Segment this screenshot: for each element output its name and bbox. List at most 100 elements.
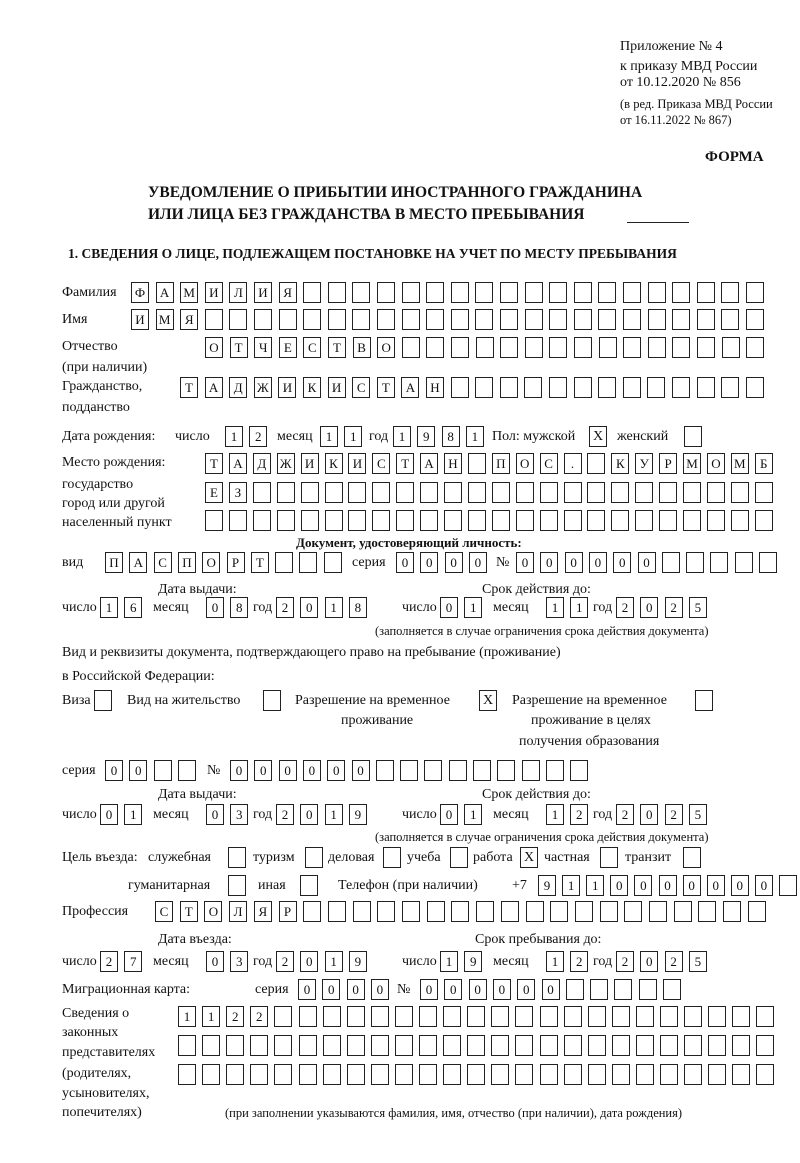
char-box[interactable] bbox=[500, 282, 518, 303]
char-box[interactable] bbox=[611, 1064, 630, 1085]
char-box[interactable] bbox=[721, 337, 740, 358]
char-box[interactable] bbox=[563, 510, 582, 531]
char-box[interactable]: П bbox=[491, 453, 510, 474]
char-box[interactable]: 0 bbox=[658, 875, 677, 896]
char-box[interactable]: Т bbox=[179, 901, 198, 922]
char-box[interactable] bbox=[444, 510, 462, 531]
char-box[interactable]: 0 bbox=[444, 552, 463, 573]
char-box[interactable]: 0 bbox=[100, 804, 118, 825]
char-box[interactable] bbox=[746, 282, 764, 303]
char-box[interactable]: 2 bbox=[250, 1006, 269, 1027]
char-box[interactable]: С bbox=[303, 337, 322, 358]
char-box[interactable] bbox=[228, 510, 247, 531]
char-box[interactable] bbox=[450, 377, 469, 398]
char-box[interactable] bbox=[756, 1064, 775, 1085]
sex-female-checkbox[interactable] bbox=[684, 426, 702, 447]
char-box[interactable] bbox=[683, 510, 701, 531]
char-box[interactable]: 5 bbox=[688, 597, 707, 618]
char-box[interactable] bbox=[745, 377, 764, 398]
char-box[interactable] bbox=[205, 510, 223, 531]
char-box[interactable] bbox=[322, 1035, 341, 1056]
char-box[interactable] bbox=[515, 1006, 534, 1027]
char-box[interactable] bbox=[448, 760, 467, 781]
char-box[interactable] bbox=[732, 1035, 751, 1056]
char-box[interactable] bbox=[153, 760, 172, 781]
char-box[interactable]: М bbox=[730, 453, 749, 474]
char-box[interactable]: 8 bbox=[441, 426, 460, 447]
char-box[interactable]: 1 bbox=[225, 426, 243, 447]
char-box[interactable]: 1 bbox=[586, 875, 605, 896]
char-box[interactable] bbox=[563, 1035, 582, 1056]
char-box[interactable] bbox=[298, 1006, 317, 1027]
char-box[interactable]: И bbox=[327, 377, 346, 398]
char-box[interactable] bbox=[515, 510, 534, 531]
char-box[interactable] bbox=[672, 337, 691, 358]
char-box[interactable] bbox=[327, 901, 346, 922]
char-box[interactable] bbox=[346, 1035, 365, 1056]
char-box[interactable] bbox=[372, 482, 391, 503]
purpose-humanitarian-checkbox[interactable] bbox=[228, 875, 246, 896]
char-box[interactable] bbox=[747, 901, 766, 922]
char-box[interactable]: И bbox=[254, 282, 272, 303]
char-box[interactable]: 2 bbox=[249, 426, 268, 447]
char-box[interactable]: 2 bbox=[276, 804, 294, 825]
char-box[interactable]: 5 bbox=[688, 951, 707, 972]
char-box[interactable] bbox=[721, 282, 740, 303]
char-box[interactable]: Б bbox=[754, 453, 773, 474]
char-box[interactable]: 0 bbox=[322, 979, 341, 1000]
char-box[interactable]: И bbox=[348, 453, 367, 474]
char-box[interactable]: 0 bbox=[637, 552, 656, 573]
char-box[interactable] bbox=[400, 760, 419, 781]
char-box[interactable] bbox=[226, 1064, 245, 1085]
char-box[interactable] bbox=[299, 552, 318, 573]
char-box[interactable] bbox=[635, 1006, 654, 1027]
char-box[interactable] bbox=[684, 1006, 703, 1027]
char-box[interactable]: Л bbox=[229, 282, 248, 303]
char-box[interactable] bbox=[524, 377, 543, 398]
char-box[interactable]: 0 bbox=[440, 597, 458, 618]
char-box[interactable] bbox=[686, 552, 705, 573]
char-box[interactable] bbox=[697, 337, 715, 358]
char-box[interactable] bbox=[377, 901, 396, 922]
char-box[interactable]: Т bbox=[376, 377, 395, 398]
char-box[interactable] bbox=[177, 760, 196, 781]
char-box[interactable]: 0 bbox=[516, 552, 534, 573]
char-box[interactable] bbox=[451, 337, 469, 358]
char-box[interactable]: А bbox=[420, 453, 439, 474]
char-box[interactable] bbox=[708, 1064, 727, 1085]
char-box[interactable]: Р bbox=[278, 901, 297, 922]
char-box[interactable] bbox=[550, 901, 569, 922]
char-box[interactable] bbox=[401, 337, 420, 358]
char-box[interactable]: 0 bbox=[730, 875, 749, 896]
char-box[interactable] bbox=[491, 510, 510, 531]
char-box[interactable]: И bbox=[204, 282, 223, 303]
char-box[interactable] bbox=[497, 760, 516, 781]
char-box[interactable] bbox=[672, 309, 691, 330]
char-box[interactable] bbox=[587, 1006, 606, 1027]
char-box[interactable]: Р bbox=[226, 552, 245, 573]
visa-checkbox[interactable] bbox=[94, 690, 112, 711]
char-box[interactable] bbox=[565, 979, 584, 1000]
char-box[interactable]: Т bbox=[205, 453, 223, 474]
char-box[interactable] bbox=[467, 453, 486, 474]
char-box[interactable]: К bbox=[324, 453, 343, 474]
char-box[interactable] bbox=[649, 901, 667, 922]
char-box[interactable] bbox=[202, 1035, 221, 1056]
char-box[interactable]: 1 bbox=[324, 951, 343, 972]
char-box[interactable]: 0 bbox=[682, 875, 701, 896]
char-box[interactable]: О bbox=[515, 453, 534, 474]
char-box[interactable] bbox=[226, 1035, 245, 1056]
char-box[interactable] bbox=[426, 309, 445, 330]
char-box[interactable]: 0 bbox=[517, 979, 536, 1000]
char-box[interactable]: 1 bbox=[440, 951, 458, 972]
char-box[interactable] bbox=[370, 1035, 389, 1056]
char-box[interactable] bbox=[723, 901, 742, 922]
char-box[interactable] bbox=[734, 552, 753, 573]
char-box[interactable]: 1 bbox=[320, 426, 338, 447]
char-box[interactable]: 0 bbox=[230, 760, 248, 781]
char-box[interactable]: 0 bbox=[706, 875, 725, 896]
char-box[interactable] bbox=[623, 337, 642, 358]
char-box[interactable]: Т bbox=[396, 453, 415, 474]
char-box[interactable] bbox=[587, 453, 606, 474]
char-box[interactable]: 0 bbox=[610, 875, 629, 896]
